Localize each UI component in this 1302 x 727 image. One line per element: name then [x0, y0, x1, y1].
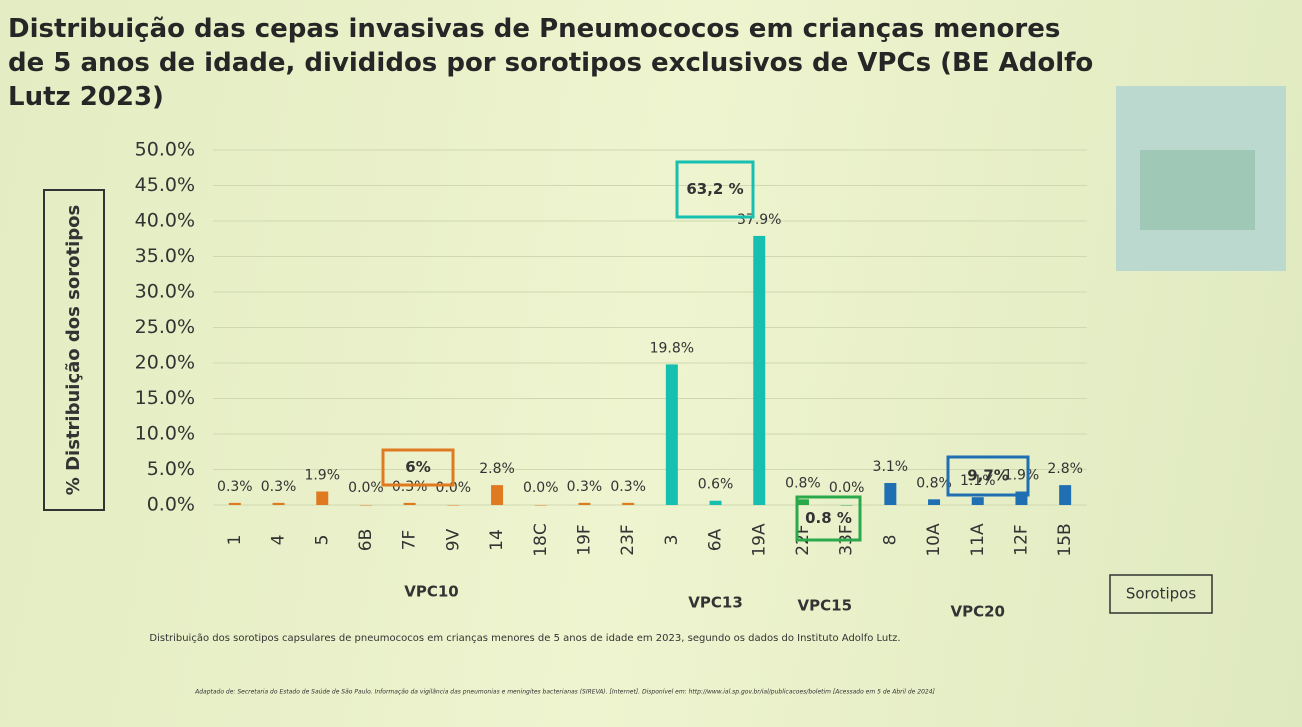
y-tick-label: 10.0% — [135, 423, 195, 445]
x-tick-label: 5 — [312, 535, 332, 546]
y-tick-label: 15.0% — [135, 387, 195, 409]
bar — [796, 499, 809, 505]
y-tick-label: 50.0% — [135, 139, 195, 161]
value-label: 0.3% — [610, 479, 646, 495]
chart-title: Distribuição das cepas invasivas de Pneu… — [8, 14, 1094, 112]
bar — [578, 502, 591, 505]
x-tick-label: 19F — [574, 524, 594, 555]
x-tick-label: 23F — [618, 524, 638, 555]
y-tick-label: 30.0% — [135, 281, 195, 303]
value-label: 0.3% — [261, 479, 297, 495]
bar — [447, 505, 460, 506]
y-tick-label: 25.0% — [135, 316, 195, 338]
value-label: 2.8% — [1047, 461, 1083, 477]
bar — [534, 505, 547, 506]
x-tick-label: 3 — [662, 535, 682, 546]
x-tick-label: 11A — [968, 523, 988, 557]
group-annotation: 6% — [405, 458, 430, 476]
x-tick-label: 15B — [1055, 523, 1075, 556]
value-label: 0.6% — [698, 477, 734, 493]
group-annotation: 0.8 % — [805, 509, 852, 527]
bar — [928, 499, 941, 505]
bar — [622, 502, 635, 505]
bar — [709, 500, 722, 505]
thumbnail-image — [1140, 150, 1255, 230]
value-label: 0.8% — [916, 475, 952, 491]
x-label-box — [1109, 574, 1213, 614]
group-box — [946, 455, 1030, 497]
bar — [753, 235, 766, 505]
value-label: 0.0% — [829, 480, 865, 496]
x-tick-label: 9V — [443, 528, 463, 551]
x-tick-label: 8 — [880, 535, 900, 546]
y-tick-label: 45.0% — [135, 174, 195, 196]
y-tick-label: 0.0% — [147, 494, 195, 516]
value-label: 0.3% — [392, 479, 428, 495]
x-tick-label: 6B — [356, 529, 376, 551]
group-annotation: 63,2 % — [686, 180, 743, 198]
group-label: VPC13 — [688, 594, 743, 612]
group-label: VPC10 — [404, 583, 459, 601]
value-label: 2.8% — [479, 461, 515, 477]
value-label: 3.1% — [873, 459, 909, 475]
x-tick-label: 1 — [225, 535, 245, 546]
group-box — [675, 160, 755, 219]
y-tick-label: 20.0% — [135, 352, 195, 374]
y-label-box — [43, 189, 105, 511]
group-box — [795, 495, 862, 542]
value-label: 1.9% — [304, 468, 340, 484]
x-axis-label: Sorotipos — [1126, 585, 1196, 603]
value-label: 1.9% — [1004, 468, 1040, 484]
bar — [1059, 485, 1072, 505]
value-label: 0.8% — [785, 475, 821, 491]
x-tick-label: 7F — [400, 530, 420, 551]
bar — [1015, 491, 1028, 505]
x-tick-label: 14 — [487, 529, 507, 551]
group-label: VPC15 — [798, 597, 853, 615]
value-label: 19.8% — [650, 340, 694, 356]
bar — [971, 497, 984, 505]
source-note: Adaptado de: Secretaria do Estado de Saú… — [194, 689, 935, 696]
bar — [665, 364, 678, 505]
caption: Distribuição dos sorotipos capsulares de… — [149, 633, 900, 644]
y-tick-label: 35.0% — [135, 245, 195, 267]
value-label: 0.3% — [567, 479, 603, 495]
y-tick-label: 40.0% — [135, 210, 195, 232]
bar — [228, 502, 241, 505]
bar — [359, 505, 372, 506]
x-tick-label: 10A — [924, 523, 944, 557]
bar — [316, 491, 329, 505]
bar — [491, 485, 504, 505]
bar — [403, 502, 416, 505]
value-label: 0.0% — [523, 480, 559, 496]
bar — [840, 505, 853, 506]
bar — [272, 502, 285, 505]
value-label: 0.0% — [348, 480, 384, 496]
bar — [884, 482, 897, 505]
y-axis-label: % Distribuição dos sorotipos — [63, 205, 84, 495]
value-label: 37.9% — [737, 212, 781, 228]
group-label: VPC20 — [951, 603, 1006, 621]
group-box — [381, 448, 455, 487]
y-tick-label: 5.0% — [147, 458, 195, 480]
group-annotation: 9,7% — [967, 467, 1009, 485]
value-label: 1.1% — [960, 473, 996, 489]
x-tick-label: 4 — [269, 535, 289, 546]
x-tick-label: 6A — [706, 528, 726, 551]
value-label: 0.3% — [217, 479, 253, 495]
x-tick-label: 12F — [1011, 524, 1031, 555]
x-tick-label: 19A — [749, 523, 769, 557]
x-tick-label: 18C — [531, 523, 551, 557]
